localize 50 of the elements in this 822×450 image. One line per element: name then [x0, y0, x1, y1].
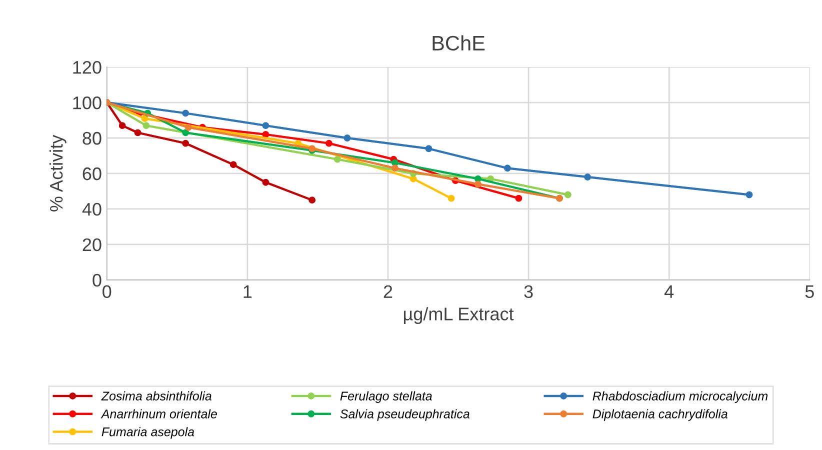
- point: [262, 178, 270, 186]
- point: [118, 122, 126, 130]
- x-tick-label: 0: [102, 285, 112, 298]
- legend-label: Diplotaenia cachrydifolia: [592, 409, 728, 421]
- point: [182, 140, 190, 147]
- chart-title: BChE: [432, 35, 485, 51]
- y-tick-label: 60: [82, 167, 102, 180]
- point: [142, 122, 150, 130]
- legend-label: Fumaria asepola: [102, 427, 194, 439]
- point: [564, 191, 572, 198]
- point: [344, 134, 351, 142]
- y-tick-label: 80: [82, 132, 102, 145]
- x-tick-label: 1: [244, 285, 252, 298]
- point: [230, 161, 237, 168]
- legend-label: Zosima absinthifolia: [101, 391, 212, 400]
- point: [584, 174, 592, 180]
- y-tick-label: 100: [73, 96, 102, 110]
- legend-label: Anarrhinum orientale: [100, 409, 217, 418]
- legend-label: Salvia pseudeuphratica: [340, 409, 470, 421]
- y-tick-label: 20: [82, 238, 102, 252]
- point: [262, 130, 270, 138]
- point: [504, 164, 511, 172]
- legend-label: Ferulago stellata: [340, 391, 432, 403]
- x-tick-label: 3: [524, 285, 533, 298]
- legend-label: Rhabdosciadium microcalycium: [592, 391, 768, 403]
- y-tick-label: 120: [73, 60, 102, 74]
- point: [262, 122, 270, 130]
- point: [184, 124, 192, 131]
- point: [474, 175, 482, 182]
- y-tick-label: 40: [82, 202, 102, 216]
- x-tick-label: 4: [664, 285, 674, 298]
- point: [448, 194, 455, 202]
- x-tick-label: 2: [384, 285, 392, 298]
- point: [182, 129, 190, 136]
- x-tick-label: 5: [805, 285, 814, 298]
- point: [134, 129, 142, 136]
- point: [425, 145, 432, 152]
- point: [515, 194, 522, 202]
- point: [141, 115, 148, 122]
- y-tick-label: 0: [92, 274, 102, 287]
- point: [392, 164, 398, 172]
- point: [746, 191, 753, 198]
- point: [474, 180, 482, 188]
- x-axis-title: µg/mL Extract: [404, 307, 514, 324]
- point: [392, 159, 398, 166]
- point: [325, 140, 332, 147]
- point: [334, 156, 341, 163]
- y-axis-title: % Activity: [49, 134, 66, 212]
- point: [182, 110, 190, 117]
- point: [308, 196, 316, 204]
